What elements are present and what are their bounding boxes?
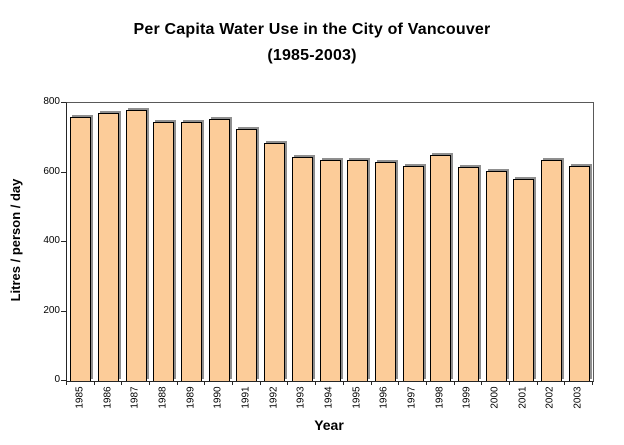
x-tick-mark xyxy=(342,381,344,385)
x-tick-mark xyxy=(232,381,234,385)
y-tick-label-800: 800 xyxy=(43,96,60,107)
x-tick-label-1986: 1986 xyxy=(102,386,114,409)
bar-1997 xyxy=(402,165,424,381)
y-tick-mark xyxy=(61,102,66,103)
x-tick-label-1994: 1994 xyxy=(323,386,335,409)
y-tick-mark xyxy=(61,380,66,381)
plot-area xyxy=(66,102,594,382)
bar-1986 xyxy=(98,113,120,381)
x-tick-mark xyxy=(204,381,206,385)
x-tick-label-1991: 1991 xyxy=(240,386,252,409)
x-tick-label-2003: 2003 xyxy=(572,386,584,409)
y-axis-title: Litres / person / day xyxy=(8,178,23,302)
bar-1991 xyxy=(236,129,258,381)
x-tick-label-2000: 2000 xyxy=(489,386,501,409)
y-tick-mark xyxy=(61,310,66,312)
bar-1999 xyxy=(457,167,479,381)
x-tick-label-1997: 1997 xyxy=(406,386,418,409)
x-tick-label-1999: 1999 xyxy=(461,386,473,409)
bar-2000 xyxy=(485,170,507,381)
x-tick-mark xyxy=(592,381,593,385)
bar-1988 xyxy=(153,122,175,381)
x-tick-mark xyxy=(370,381,372,385)
y-tick-mark xyxy=(61,171,66,173)
x-tick-label-1988: 1988 xyxy=(157,386,169,409)
x-tick-label-1996: 1996 xyxy=(378,386,390,409)
x-tick-mark xyxy=(481,381,483,385)
x-tick-mark xyxy=(66,381,67,385)
x-tick-mark xyxy=(425,381,427,385)
x-tick-mark xyxy=(287,381,289,385)
x-tick-label-1987: 1987 xyxy=(129,386,141,409)
x-tick-label-1989: 1989 xyxy=(185,386,197,409)
bar-1996 xyxy=(374,162,396,381)
x-tick-mark xyxy=(259,381,261,385)
bar-1994 xyxy=(319,160,341,381)
x-tick-mark xyxy=(93,381,95,385)
x-tick-mark xyxy=(508,381,510,385)
bar-1990 xyxy=(208,118,230,381)
x-tick-mark xyxy=(564,381,566,385)
x-tick-label-1985: 1985 xyxy=(74,386,86,409)
y-tick-label-200: 200 xyxy=(43,304,60,316)
x-tick-label-1995: 1995 xyxy=(351,386,363,409)
bar-1987 xyxy=(125,109,147,381)
x-tick-mark xyxy=(536,381,538,385)
x-tick-label-2001: 2001 xyxy=(517,386,529,409)
bar-1998 xyxy=(430,155,452,381)
x-tick-mark xyxy=(149,381,151,385)
x-tick-mark xyxy=(176,381,178,385)
bar-1993 xyxy=(291,156,313,381)
y-tick-mark xyxy=(61,241,66,242)
bar-1989 xyxy=(181,122,203,381)
x-tick-label-1990: 1990 xyxy=(212,386,224,409)
y-tick-label-400: 400 xyxy=(43,235,60,246)
x-tick-label-2002: 2002 xyxy=(544,386,556,409)
x-tick-label-1998: 1998 xyxy=(434,386,446,409)
x-tick-mark xyxy=(453,381,455,385)
bar-2001 xyxy=(513,179,535,381)
x-tick-label-1993: 1993 xyxy=(295,386,307,409)
x-tick-mark xyxy=(121,381,123,385)
chart-title-line1: Per Capita Water Use in the City of Vanc… xyxy=(133,21,491,38)
x-tick-mark xyxy=(398,381,400,385)
bar-1985 xyxy=(70,116,92,381)
x-tick-mark xyxy=(315,381,317,385)
bar-2003 xyxy=(568,165,590,381)
x-axis-title: Year xyxy=(314,417,344,433)
bar-1995 xyxy=(347,160,369,381)
y-tick-label-0: 0 xyxy=(54,374,60,385)
y-tick-label-600: 600 xyxy=(43,165,60,177)
bar-1992 xyxy=(264,142,286,381)
chart-title: Per Capita Water Use in the City of Vanc… xyxy=(0,17,624,69)
bar-2002 xyxy=(540,160,562,381)
chart-title-line2: (1985-2003) xyxy=(267,47,357,64)
x-tick-label-1992: 1992 xyxy=(268,386,280,409)
